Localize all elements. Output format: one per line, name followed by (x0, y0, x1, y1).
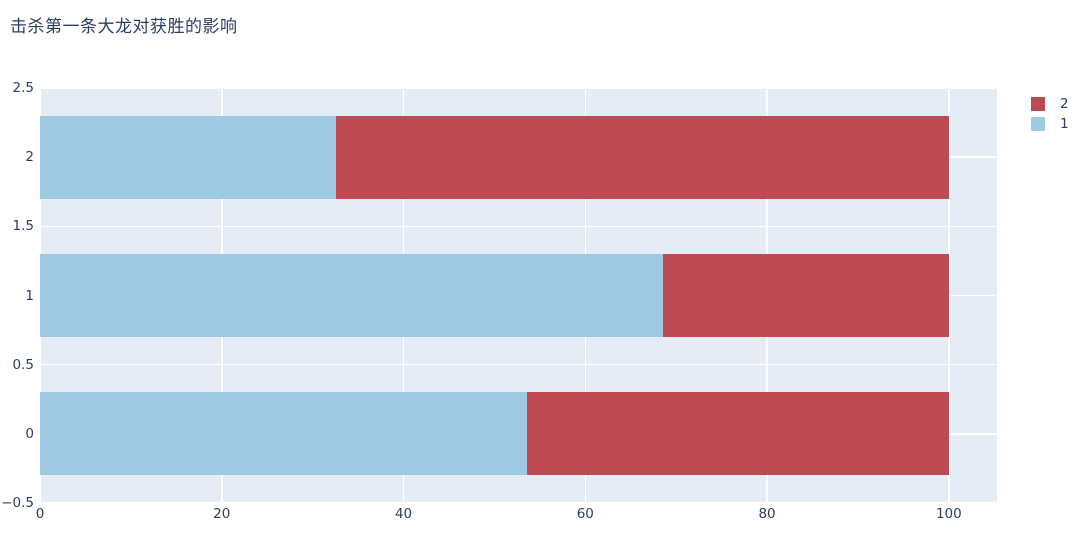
y-tick-label-0.5: 0.5 (12, 356, 34, 373)
legend-swatch-1 (1031, 117, 1045, 131)
bar-category1-series1[interactable] (40, 254, 664, 337)
y-tick-label-2: 2 (25, 149, 34, 166)
legend-item-2[interactable]: 2 (1031, 97, 1069, 111)
gridline-y-−0.5 (40, 502, 997, 504)
legend-label-2: 2 (1060, 96, 1069, 112)
gridline-y-2.5 (40, 87, 997, 89)
x-tick-label-60: 60 (576, 506, 594, 522)
bar-category1-series2[interactable] (663, 254, 949, 337)
bar-category0-series1[interactable] (40, 392, 528, 476)
bar-category2-series2[interactable] (336, 115, 949, 199)
x-tick-label-40: 40 (394, 506, 413, 522)
chart-title: 击杀第一条大龙对获胜的影响 (10, 17, 238, 37)
legend-label-1: 1 (1060, 116, 1069, 132)
plot-area[interactable] (39, 87, 997, 504)
y-tick-label-1.5: 1.5 (12, 218, 34, 235)
x-tick-label-0: 0 (35, 506, 45, 522)
y-tick-label-2.5: 2.5 (12, 80, 34, 96)
y-tick-label-1: 1 (25, 287, 34, 304)
gridline-y-1.5 (40, 225, 997, 228)
legend-item-1[interactable]: 1 (1031, 117, 1069, 131)
y-tick-label-−0.5: −0.5 (1, 495, 34, 511)
x-tick-label-80: 80 (758, 506, 776, 522)
y-tick-label-0: 0 (25, 425, 34, 442)
bar-category0-series2[interactable] (527, 392, 949, 476)
bar-category2-series1[interactable] (40, 115, 337, 199)
gridline-y-0.5 (40, 363, 997, 366)
legend-swatch-2 (1031, 97, 1045, 111)
x-tick-label-20: 20 (213, 506, 231, 522)
x-tick-label-100: 100 (935, 506, 962, 522)
